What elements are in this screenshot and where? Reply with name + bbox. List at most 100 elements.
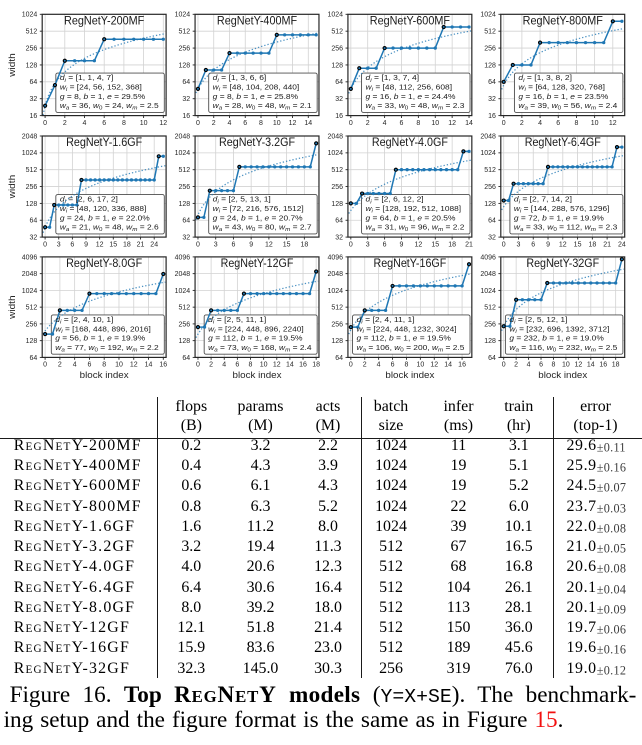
svg-text:4: 4 bbox=[527, 362, 531, 369]
svg-text:RegNetY-600MF: RegNetY-600MF bbox=[370, 14, 450, 28]
svg-text:4: 4 bbox=[222, 362, 226, 369]
svg-text:64: 64 bbox=[335, 79, 343, 86]
svg-text:0: 0 bbox=[43, 362, 47, 369]
svg-text:block index: block index bbox=[538, 370, 588, 380]
svg-text:512: 512 bbox=[178, 29, 190, 36]
svg-text:128: 128 bbox=[178, 62, 190, 69]
svg-text:4096: 4096 bbox=[327, 254, 343, 261]
svg-text:wi = [48, 112, 256, 608]: wi = [48, 112, 256, 608] bbox=[366, 83, 453, 94]
svg-text:2: 2 bbox=[514, 362, 518, 369]
svg-text:9: 9 bbox=[249, 241, 253, 248]
svg-text:wi = [64, 128, 320, 768]: wi = [64, 128, 320, 768] bbox=[518, 83, 605, 94]
svg-text:512: 512 bbox=[331, 167, 343, 174]
svg-text:512: 512 bbox=[26, 305, 38, 312]
svg-text:64: 64 bbox=[182, 218, 190, 225]
svg-text:14: 14 bbox=[444, 362, 452, 369]
svg-text:2: 2 bbox=[363, 362, 367, 369]
svg-text:128: 128 bbox=[484, 62, 496, 69]
svg-text:width: width bbox=[7, 53, 17, 78]
svg-text:128: 128 bbox=[331, 201, 343, 208]
svg-text:512: 512 bbox=[178, 305, 190, 312]
svg-text:wa = 106, w0 = 200, wm = 2.5: wa = 106, w0 = 200, wm = 2.5 bbox=[357, 343, 465, 354]
svg-text:512: 512 bbox=[484, 305, 496, 312]
svg-text:128: 128 bbox=[484, 338, 496, 345]
svg-text:256: 256 bbox=[484, 321, 496, 328]
svg-text:RegNetY-12GF: RegNetY-12GF bbox=[221, 256, 294, 270]
svg-text:6: 6 bbox=[243, 120, 247, 127]
svg-text:256: 256 bbox=[26, 321, 38, 328]
svg-text:RegNetY-6.4GF: RegNetY-6.4GF bbox=[525, 135, 601, 149]
svg-text:1024: 1024 bbox=[22, 12, 38, 19]
svg-text:512: 512 bbox=[331, 305, 343, 312]
svg-text:wa = 28, w0 = 48, wm = 2.1: wa = 28, w0 = 48, wm = 2.1 bbox=[213, 101, 312, 112]
svg-text:wa = 33, w0 = 112, wm = 2.3: wa = 33, w0 = 112, wm = 2.3 bbox=[514, 223, 617, 234]
svg-text:0: 0 bbox=[43, 120, 47, 127]
svg-text:15: 15 bbox=[109, 241, 117, 248]
svg-text:4: 4 bbox=[73, 362, 77, 369]
svg-text:RegNetY-4.0GF: RegNetY-4.0GF bbox=[372, 135, 448, 149]
svg-text:512: 512 bbox=[484, 29, 496, 36]
svg-text:2: 2 bbox=[63, 120, 67, 127]
svg-text:12: 12 bbox=[265, 241, 273, 248]
svg-text:RegNetY-400MF: RegNetY-400MF bbox=[217, 14, 297, 28]
svg-text:wa = 39, w0 = 56, wm = 2.4: wa = 39, w0 = 56, wm = 2.4 bbox=[518, 101, 617, 112]
svg-text:10: 10 bbox=[140, 120, 148, 127]
svg-text:wi = [168, 448, 896, 2016]: wi = [168, 448, 896, 2016] bbox=[55, 324, 151, 335]
svg-text:6: 6 bbox=[383, 241, 387, 248]
svg-text:4096: 4096 bbox=[22, 254, 38, 261]
svg-text:g = 16, b = 1, e = 24.4%: g = 16, b = 1, e = 24.4% bbox=[366, 92, 456, 101]
svg-text:64: 64 bbox=[30, 218, 38, 225]
svg-text:di = [1, 1, 4, 7]: di = [1, 1, 4, 7] bbox=[60, 73, 114, 84]
svg-text:8: 8 bbox=[102, 362, 106, 369]
svg-text:g = 24, b = 1, e = 22.0%: g = 24, b = 1, e = 22.0% bbox=[60, 213, 150, 222]
svg-text:32: 32 bbox=[488, 234, 496, 241]
svg-text:0: 0 bbox=[502, 120, 506, 127]
svg-text:256: 256 bbox=[178, 45, 190, 52]
svg-text:12: 12 bbox=[273, 362, 281, 369]
svg-text:16: 16 bbox=[335, 113, 343, 120]
svg-text:12: 12 bbox=[559, 241, 567, 248]
svg-text:wa = 33, w0 = 48, wm = 2.3: wa = 33, w0 = 48, wm = 2.3 bbox=[366, 101, 465, 112]
svg-text:256: 256 bbox=[331, 45, 343, 52]
svg-text:128: 128 bbox=[484, 201, 496, 208]
svg-text:12: 12 bbox=[414, 241, 422, 248]
svg-text:RegNetY-8.0GF: RegNetY-8.0GF bbox=[66, 256, 142, 270]
svg-text:10: 10 bbox=[562, 362, 570, 369]
svg-text:wa = 73, w0 = 168, wm = 2.4: wa = 73, w0 = 168, wm = 2.4 bbox=[208, 343, 311, 354]
svg-text:256: 256 bbox=[178, 184, 190, 191]
svg-text:wi = [224, 448, 1232, 3024]: wi = [224, 448, 1232, 3024] bbox=[357, 324, 457, 335]
svg-text:g = 112, b = 1, e = 19.5%: g = 112, b = 1, e = 19.5% bbox=[357, 334, 452, 343]
svg-text:8: 8 bbox=[574, 120, 578, 127]
svg-text:6: 6 bbox=[400, 120, 404, 127]
svg-text:1024: 1024 bbox=[480, 12, 496, 19]
svg-text:RegNetY-32GF: RegNetY-32GF bbox=[526, 256, 599, 270]
svg-text:64: 64 bbox=[30, 79, 38, 86]
svg-text:g = 232, b = 1, e = 19.0%: g = 232, b = 1, e = 19.0% bbox=[509, 334, 604, 343]
svg-text:512: 512 bbox=[331, 29, 343, 36]
svg-text:15: 15 bbox=[574, 241, 582, 248]
svg-text:64: 64 bbox=[488, 218, 496, 225]
svg-text:16: 16 bbox=[488, 113, 496, 120]
svg-text:wi = [72, 216, 576, 1512]: wi = [72, 216, 576, 1512] bbox=[213, 204, 304, 215]
svg-text:256: 256 bbox=[331, 184, 343, 191]
svg-text:1024: 1024 bbox=[22, 150, 38, 157]
svg-text:wa = 43, w0 = 80, wm = 2.7: wa = 43, w0 = 80, wm = 2.7 bbox=[213, 223, 312, 234]
svg-text:12: 12 bbox=[130, 362, 138, 369]
svg-text:di = [1, 3, 7, 4]: di = [1, 3, 7, 4] bbox=[366, 73, 420, 84]
svg-text:256: 256 bbox=[26, 184, 38, 191]
svg-text:16: 16 bbox=[182, 113, 190, 120]
svg-text:256: 256 bbox=[178, 321, 190, 328]
svg-text:0: 0 bbox=[196, 241, 200, 248]
svg-text:2048: 2048 bbox=[22, 271, 38, 278]
svg-text:width: width bbox=[7, 295, 17, 320]
svg-text:8: 8 bbox=[249, 362, 253, 369]
svg-text:6: 6 bbox=[391, 362, 395, 369]
svg-text:di = [2, 4, 10, 1]: di = [2, 4, 10, 1] bbox=[55, 315, 113, 326]
svg-text:wa = 77, w0 = 192, wm = 2.2: wa = 77, w0 = 192, wm = 2.2 bbox=[55, 343, 158, 354]
svg-text:di = [1, 3, 6, 6]: di = [1, 3, 6, 6] bbox=[213, 73, 267, 84]
svg-text:512: 512 bbox=[178, 167, 190, 174]
svg-text:block index: block index bbox=[233, 370, 283, 380]
svg-text:3: 3 bbox=[517, 241, 521, 248]
svg-text:2: 2 bbox=[212, 120, 216, 127]
svg-text:18: 18 bbox=[588, 241, 596, 248]
